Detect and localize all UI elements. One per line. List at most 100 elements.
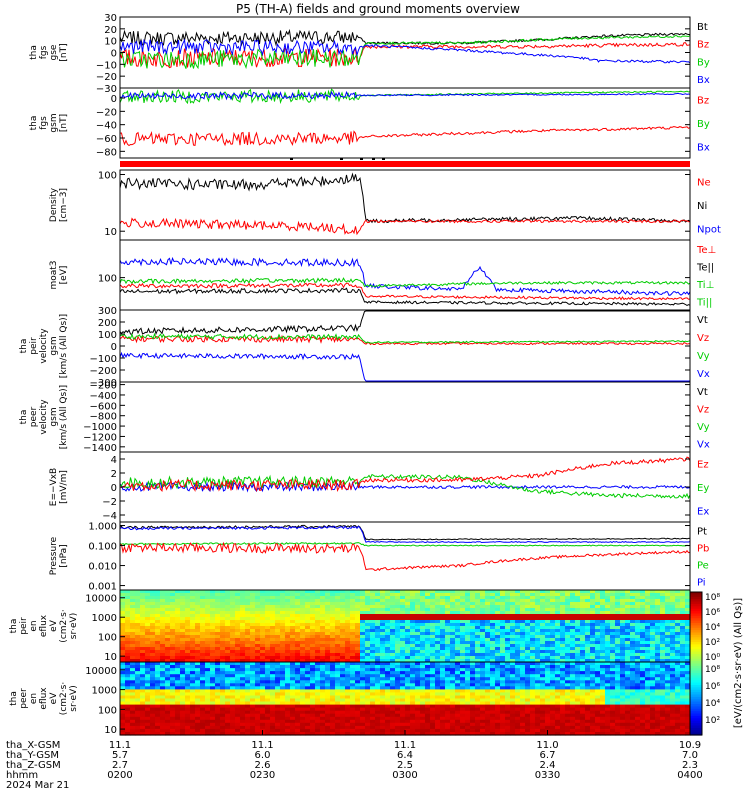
heatmap-cell: [325, 708, 331, 712]
heatmap-cell: [275, 708, 281, 712]
heatmap-cell: [240, 671, 246, 675]
heatmap-cell: [515, 714, 521, 718]
heatmap-cell: [345, 677, 351, 681]
heatmap-cell: [375, 677, 381, 681]
heatmap-cell: [240, 692, 246, 696]
heatmap-cell: [265, 708, 271, 712]
heatmap-cell: [175, 665, 181, 669]
heatmap-cell: [480, 729, 486, 733]
heatmap-cell: [350, 665, 356, 669]
heatmap-cell: [210, 702, 216, 706]
heatmap-cell: [335, 729, 341, 733]
heatmap-cell: [315, 714, 321, 718]
heatmap-cell: [370, 677, 376, 681]
heatmap-cell: [440, 671, 446, 675]
heatmap-cell: [400, 671, 406, 675]
series-fgs-gsm-By: [120, 89, 690, 103]
heatmap-cell: [225, 714, 231, 718]
heatmap-cell: [510, 714, 516, 718]
heatmap-cell: [145, 702, 151, 706]
heatmap-cell: [170, 702, 176, 706]
heatmap-cell: [365, 702, 371, 706]
heatmap-cell: [150, 671, 156, 675]
heatmap-cell: [295, 714, 301, 718]
heatmap-cell: [180, 677, 186, 681]
heatmap-cell: [260, 686, 266, 690]
heatmap-cell: [500, 702, 506, 706]
heatmap-cell: [125, 665, 131, 669]
heatmap-cell: [480, 686, 486, 690]
heatmap-cell: [180, 702, 186, 706]
heatmap-cell: [180, 729, 186, 733]
heatmap-cell: [270, 677, 276, 681]
heatmap-cell: [245, 677, 251, 681]
heatmap-cell: [215, 686, 221, 690]
heatmap-cell: [465, 714, 471, 718]
heatmap-cell: [125, 677, 131, 681]
heatmap-cell: [330, 714, 336, 718]
heatmap-cell: [200, 729, 206, 733]
heatmap-cell: [420, 714, 426, 718]
heatmap-cell: [325, 686, 331, 690]
ylabel-line: peir: [29, 337, 39, 355]
heatmap-cell: [355, 692, 361, 696]
heatmap-cell: [195, 702, 201, 706]
ytick-label: −100: [90, 354, 117, 365]
heatmap-cell: [390, 671, 396, 675]
heatmap-cell: [440, 708, 446, 712]
heatmap-cell: [360, 692, 366, 696]
heatmap-cell: [345, 671, 351, 675]
heatmap-cell: [240, 708, 246, 712]
heatmap-cell: [355, 723, 361, 727]
heatmap-cell: [330, 686, 336, 690]
heatmap-cell: [310, 708, 316, 712]
heatmap-cell: [205, 686, 211, 690]
legend-temperature-Ti||: Ti||: [696, 297, 712, 308]
heatmap-cell: [370, 729, 376, 733]
heatmap-cell: [225, 686, 231, 690]
series-temperature-Ti||: [120, 278, 690, 287]
heatmap-cell: [520, 708, 526, 712]
series-peir-velocity-Vz: [120, 336, 690, 345]
heatmap-cell: [535, 677, 541, 681]
heatmap-cell: [130, 729, 136, 733]
heatmap-cell: [435, 686, 441, 690]
heatmap-cell: [480, 665, 486, 669]
heatmap-cell: [235, 665, 241, 669]
heatmap-cell: [330, 692, 336, 696]
heatmap-cell: [255, 723, 261, 727]
ytick-label: 100: [98, 330, 117, 341]
heatmap-cell: [365, 723, 371, 727]
heatmap-cell: [440, 677, 446, 681]
heatmap-cell: [405, 692, 411, 696]
heatmap-cell: [455, 686, 461, 690]
flag-mark: [382, 158, 385, 160]
heatmap-cell: [155, 686, 161, 690]
heatmap-cell: [170, 671, 176, 675]
heatmap-cell: [365, 671, 371, 675]
heatmap-cell: [375, 692, 381, 696]
heatmap-cell: [200, 692, 206, 696]
heatmap-cell: [280, 714, 286, 718]
heatmap-cell: [290, 729, 296, 733]
heatmap-cell: [175, 671, 181, 675]
heatmap-cell: [150, 665, 156, 669]
ylabel-line: eflux: [39, 614, 49, 637]
heatmap-cell: [535, 686, 541, 690]
heatmap-cell: [415, 714, 421, 718]
flag-bar: [120, 161, 690, 167]
heatmap-cell: [515, 729, 521, 733]
heatmap-cell: [455, 665, 461, 669]
heatmap-cell: [125, 702, 131, 706]
ytick-label: 100: [98, 170, 117, 181]
heatmap-cell: [345, 665, 351, 669]
heatmap-cell: [380, 708, 386, 712]
heatmap-cell: [195, 714, 201, 718]
heatmap-cell: [170, 708, 176, 712]
series-peir-velocity-Vt: [120, 311, 690, 334]
heatmap-cell: [330, 677, 336, 681]
heatmap-cell: [245, 692, 251, 696]
